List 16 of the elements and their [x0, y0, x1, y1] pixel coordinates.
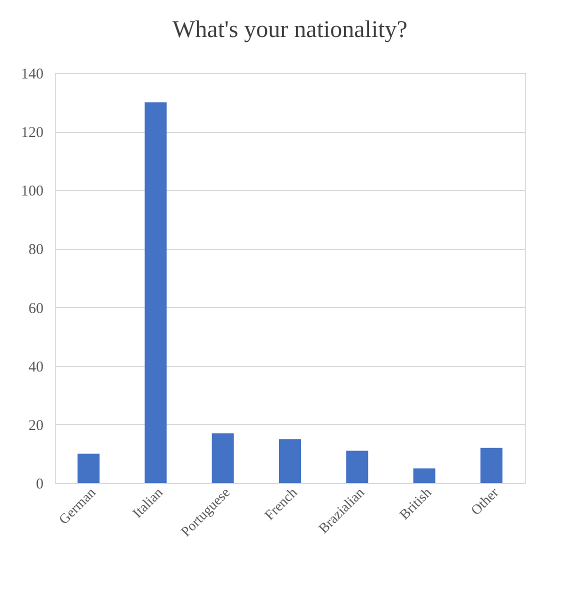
bar: [480, 448, 502, 483]
bar: [346, 450, 368, 483]
y-tick-label: 120: [21, 125, 44, 142]
y-tick-label: 100: [21, 184, 44, 200]
y-tick-label: 80: [28, 242, 44, 258]
bar: [279, 439, 301, 483]
y-tick-label: 140: [21, 66, 44, 82]
bar: [413, 468, 436, 483]
y-tick-label: 60: [28, 300, 44, 317]
y-tick-label: 0: [36, 476, 44, 492]
y-tick-label: 20: [28, 418, 44, 434]
bar: [212, 433, 234, 483]
bar: [144, 102, 167, 483]
chart-title: What's your nationality?: [172, 17, 408, 43]
y-tick-label: 40: [28, 359, 44, 376]
bar: [78, 454, 100, 483]
